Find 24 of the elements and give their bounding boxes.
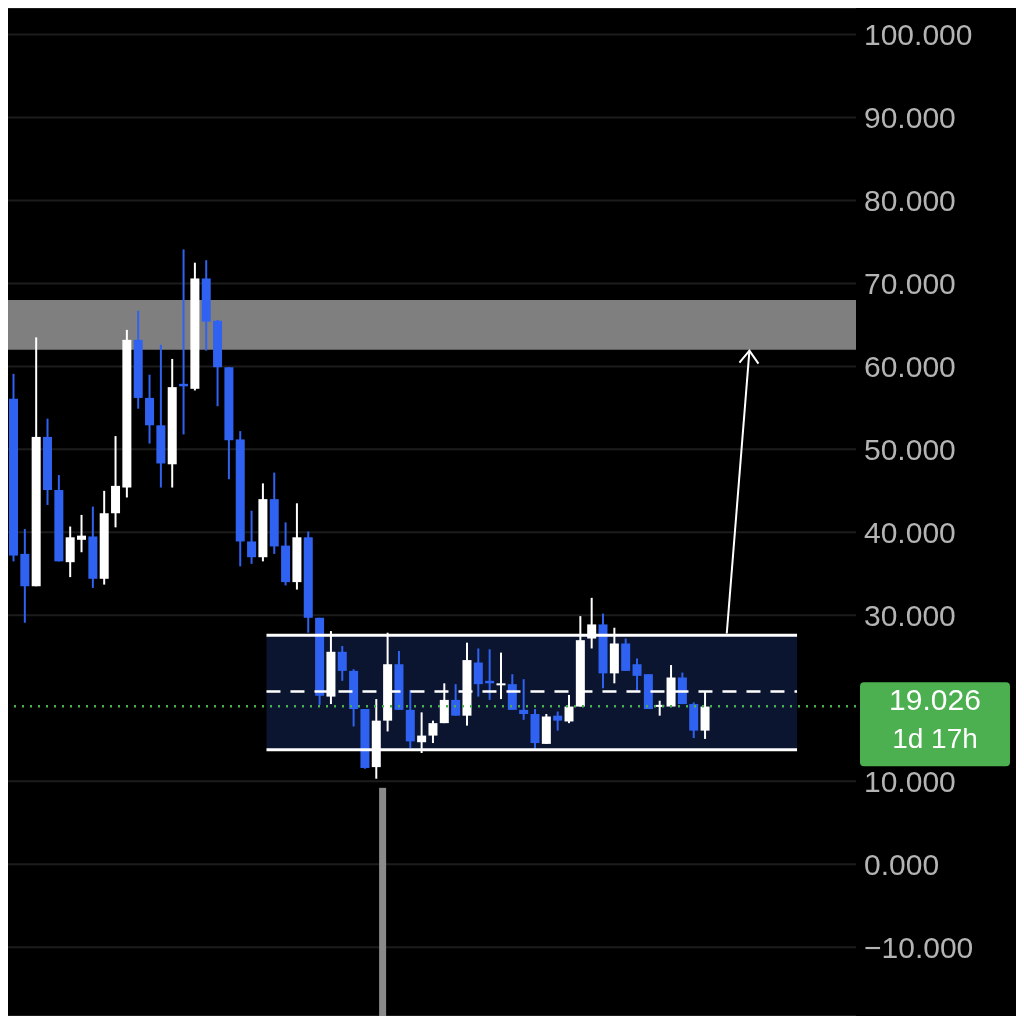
candlestick [564, 693, 574, 725]
y-tick-label: −10.000 [864, 930, 974, 964]
text: 1d 17h [892, 723, 978, 755]
y-tick-label: 100.000 [864, 18, 973, 52]
y-tick-label: 80.000 [864, 184, 956, 218]
y-tick-label: 30.000 [864, 598, 956, 632]
candlestick [553, 710, 563, 732]
y-tick-label: 50.000 [864, 433, 956, 467]
y-tick-label: 70.000 [864, 267, 956, 301]
candlestick [337, 644, 347, 682]
candlestick [473, 647, 483, 698]
candlestick [632, 657, 642, 692]
y-tick-label: 10.000 [864, 764, 956, 798]
y-tick-label: 40.000 [864, 515, 956, 549]
candlestick [247, 509, 257, 565]
y-tick-label: 0.000 [864, 847, 940, 881]
candlestick [496, 651, 506, 701]
y-tick-label: 60.000 [864, 350, 956, 384]
candlestick [77, 513, 87, 554]
candlestick [428, 719, 438, 745]
candlestick [451, 683, 461, 717]
candlestick [519, 678, 529, 721]
ref-line-label: 19.026 [889, 683, 981, 717]
y-tick-label: 90.000 [864, 101, 956, 135]
